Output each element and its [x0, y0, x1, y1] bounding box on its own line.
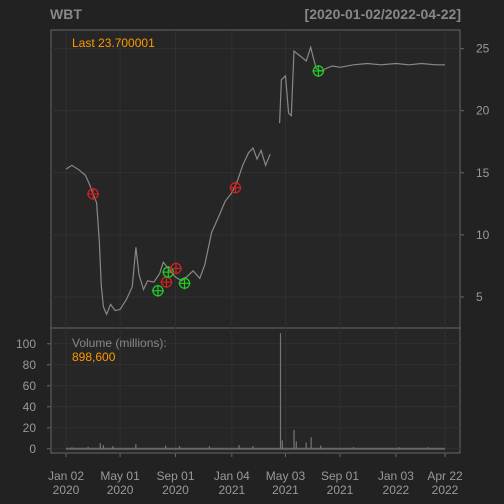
volume-tick-label: 60 [23, 379, 37, 393]
signal-marker [178, 277, 191, 290]
volume-tick-label: 20 [23, 421, 37, 435]
volume-panel [50, 327, 461, 454]
volume-last-value: 898,600 [72, 350, 116, 364]
signal-marker [169, 262, 182, 275]
price-tick-label: 10 [476, 228, 490, 242]
volume-tick-label: 0 [29, 442, 36, 456]
x-tick-year-label: 2020 [162, 483, 189, 497]
signal-marker [312, 64, 325, 77]
x-tick-year-label: 2020 [53, 483, 80, 497]
x-tick-label: May 03 [266, 469, 306, 483]
x-tick-year-label: 2021 [327, 483, 354, 497]
x-tick-label: Sep 01 [321, 469, 359, 483]
volume-tick-label: 40 [23, 400, 37, 414]
x-tick-label: Apr 22 [427, 469, 463, 483]
x-tick-year-label: 2021 [272, 483, 299, 497]
x-tick-label: Jan 03 [378, 469, 414, 483]
price-tick-label: 5 [476, 290, 483, 304]
x-tick-label: Jan 04 [214, 469, 250, 483]
price-tick-label: 20 [476, 104, 490, 118]
price-panel [50, 29, 461, 329]
signal-marker [229, 181, 242, 194]
price-tick-label: 15 [476, 166, 490, 180]
x-tick-year-label: 2020 [107, 483, 134, 497]
signal-marker [151, 284, 164, 297]
x-tick-year-label: 2021 [218, 483, 245, 497]
volume-tick-label: 100 [16, 337, 36, 351]
date-range-title: [2020-01-02/2022-04-22] [305, 6, 461, 22]
x-tick-label: Sep 01 [156, 469, 194, 483]
price-tick-label: 25 [476, 42, 490, 56]
ticker-title: WBT [50, 6, 82, 22]
volume-tick-label: 80 [23, 358, 37, 372]
x-tick-label: May 01 [100, 469, 140, 483]
signal-marker [87, 187, 100, 200]
x-tick-year-label: 2022 [383, 483, 410, 497]
x-tick-label: Jan 02 [48, 469, 84, 483]
last-price-label: Last 23.700001 [72, 36, 155, 50]
x-tick-year-label: 2022 [432, 483, 459, 497]
volume-title: Volume (millions): [72, 336, 167, 350]
